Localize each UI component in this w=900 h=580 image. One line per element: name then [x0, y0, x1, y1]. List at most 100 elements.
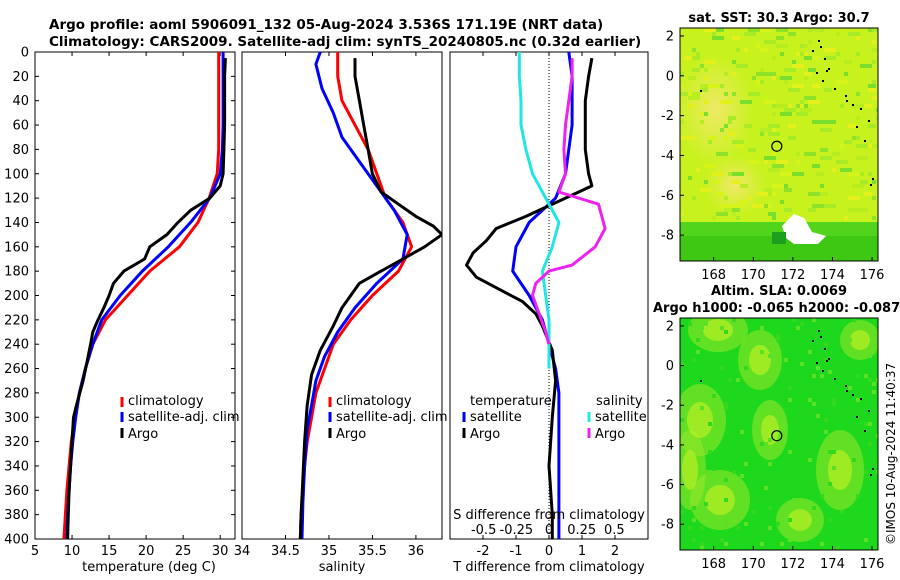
map-ytick-label: -6 [661, 478, 674, 493]
salinity-xtick-label: 35.5 [358, 544, 387, 559]
temperature-xtick-label: 15 [101, 544, 118, 559]
sst-pixel [732, 212, 736, 216]
sst-pixel [688, 96, 700, 100]
sla-pixel [740, 430, 744, 434]
sst-pixel [808, 40, 812, 44]
sla-pixel [812, 318, 816, 322]
sst-pixel [724, 136, 728, 140]
sst-pixel [728, 120, 732, 124]
sla-pixel [852, 458, 856, 462]
sst-pixel [836, 32, 840, 36]
sla-pixel [720, 538, 724, 542]
salinity-xlabel: salinity [319, 560, 366, 575]
coastline-dot [856, 126, 858, 128]
coastline-dot [818, 40, 820, 42]
temperature-xlabel: temperature (deg C) [82, 560, 216, 575]
coastline-dot [700, 90, 702, 92]
sst-pixel [688, 176, 692, 180]
sla-pixel [768, 506, 772, 510]
sst-pixel [872, 28, 878, 32]
map-ytick-label: 2 [666, 29, 674, 44]
sla-pixel [688, 322, 692, 326]
sla-pixel [808, 350, 812, 354]
depth-tick-label: 60 [12, 119, 29, 134]
coastline-dot [872, 178, 874, 180]
sst-pixel [872, 180, 876, 184]
map-ytick-label: -2 [661, 109, 674, 124]
sst-pixel [748, 28, 760, 32]
difference-legend-salinity: salinity satellite Argo [587, 394, 647, 442]
sst-pixel [744, 32, 756, 36]
sst-pixel [772, 56, 776, 60]
sst-pixel [680, 72, 684, 76]
sst-pixel [692, 56, 700, 60]
sst-pixel [788, 124, 796, 128]
sst-pixel [768, 132, 780, 136]
sst-pixel [728, 128, 732, 132]
sla-pixel [856, 398, 860, 402]
sla-pixel [820, 374, 824, 378]
depth-tick-label: 220 [4, 313, 29, 328]
legend-title-temperature: temperature [470, 394, 552, 409]
sst-pixel [700, 120, 704, 124]
sla-pixel [724, 478, 728, 482]
sla-pixel [824, 342, 828, 346]
sla-map-subtitle: Argo h1000: -0.065 h2000: -0.087 [653, 301, 900, 316]
sst-pixel [864, 144, 876, 148]
map-ytick-label: -2 [661, 399, 674, 414]
coastline-dot [870, 474, 872, 476]
sst-pixel [812, 56, 820, 60]
temperature-xtick-label: 25 [175, 544, 192, 559]
sst-pixel [860, 172, 864, 176]
sst-pixel [812, 120, 824, 124]
sst-pixel [848, 196, 860, 200]
sst-pixel [748, 92, 760, 96]
sst-pixel [760, 128, 772, 132]
sla-pixel [700, 526, 704, 530]
sst-pixels [680, 28, 878, 220]
sst-pixel [816, 172, 824, 176]
sst-pixel [840, 168, 852, 172]
sst-pixel [756, 80, 760, 84]
sst-pixel [772, 152, 776, 156]
sst-pixel [860, 180, 868, 184]
sla-pixel [720, 326, 724, 330]
sst-pixel [716, 192, 724, 196]
map-ytick-label: -8 [661, 518, 674, 533]
sla-pixel [856, 374, 860, 378]
depth-tick-label: 340 [4, 459, 29, 474]
sst-pixel [704, 100, 708, 104]
sst-pixel [712, 216, 716, 220]
depth-tick-label: 360 [4, 484, 29, 499]
coastline-dot [864, 140, 866, 142]
sla-pixel [764, 442, 768, 446]
sla-pixel [808, 458, 812, 462]
sst-pixel [792, 60, 796, 64]
sst-pixel [868, 28, 872, 32]
salinity-legend: climatology satellite-adj. clim Argo [328, 394, 448, 442]
sst-pixel [768, 204, 772, 208]
sst-pixel [760, 28, 772, 32]
sla-pixel [752, 510, 756, 514]
sst-pixel [768, 192, 772, 196]
sst-pixel [824, 120, 836, 124]
sst-pixel [688, 76, 696, 80]
map-xtick-label: 176 [860, 268, 885, 283]
sla-pixel [708, 450, 712, 454]
sla-pixel [876, 378, 878, 382]
map-xtick-label: 172 [780, 268, 805, 283]
sla-pixels [680, 318, 878, 550]
imos-imprint: ©IMOS 10-Aug-2024 11:40:37 [884, 363, 898, 545]
sla-pixel [876, 462, 878, 466]
sla-anomaly-core [749, 345, 771, 375]
sla-map-field [680, 318, 878, 550]
sst-pixel [680, 120, 684, 124]
coastline-dot [852, 394, 854, 396]
sst-pixel [736, 144, 744, 148]
salinity-xtick-label: 35 [321, 544, 338, 559]
salinity-xtick-label: 36 [408, 544, 425, 559]
sla-map-title: Altim. SLA: 0.0069 [711, 284, 847, 299]
sst-pixel [760, 132, 764, 136]
sst-pixel [680, 84, 684, 88]
sla-pixel [828, 450, 832, 454]
